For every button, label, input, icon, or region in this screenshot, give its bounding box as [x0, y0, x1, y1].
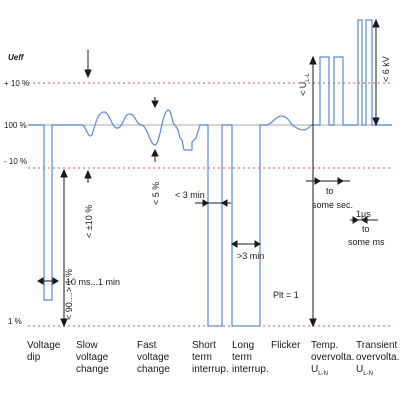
long-interruption-label: >3 min: [237, 251, 264, 261]
category-short-interruption: Short term interrup.: [192, 340, 229, 375]
category-transient-overvoltage: Transient overvolta. UL-N: [356, 340, 399, 377]
transient-duration-label-3: some ms: [348, 237, 385, 247]
temp-duration-label-1: to: [326, 186, 334, 196]
category-short-line3: interrup.: [192, 364, 229, 375]
y-axis: Ueff + 10 % 100 % - 10 % 1 %: [4, 53, 29, 326]
category-temp-u: U: [311, 364, 318, 375]
temp-amplitude-main: < U: [298, 82, 308, 96]
dip-range-arrow-up: [60, 168, 68, 178]
fast-change-wave: [141, 109, 208, 151]
long-interruption-trace: [231, 124, 266, 327]
short-duration-arrow-left: [221, 199, 228, 207]
y-level-100: 100 %: [4, 121, 27, 130]
short-duration-arrow-right: [202, 199, 209, 207]
category-long-line2: term: [232, 352, 252, 363]
dip-range-arrow-down: [60, 318, 68, 328]
slow-range-arrow-down: [84, 69, 92, 79]
category-voltage-dip-line1: Voltage: [27, 340, 61, 351]
temp-amplitude-label: < UL-L: [298, 72, 311, 96]
category-temp-sub: L-N: [318, 371, 328, 377]
category-transient-line3: UL-N: [356, 364, 373, 377]
transient-amplitude-label: < 6 kV: [381, 56, 391, 82]
y-level-minus10: - 10 %: [4, 157, 27, 166]
category-fast-line3: change: [137, 364, 170, 375]
transient-duration-label-1: 1µs: [356, 209, 371, 219]
short-interruption-label: < 3 min: [175, 190, 205, 200]
category-slow-line1: Slow: [76, 340, 98, 351]
category-temp-line2: overvolta.: [311, 352, 354, 363]
flicker-label: Plt = 1: [273, 290, 299, 300]
category-flicker-line1: Flicker: [271, 340, 301, 351]
temp-duration-arrow-left: [337, 177, 344, 185]
temp-duration-arrow-right: [314, 177, 321, 185]
category-transient-sub: L-N: [363, 371, 373, 377]
category-long-line3: interrup.: [232, 364, 269, 375]
category-temp-line1: Temp.: [311, 340, 338, 351]
slow-change-label: < ±10 %: [84, 205, 94, 238]
dip-duration-arrow-left: [37, 277, 44, 285]
temp-amplitude-arrow-down: [309, 318, 317, 328]
dip-range-label: < 90....> 1 %: [64, 269, 74, 320]
category-temp-overvoltage: Temp. overvolta. UL-N: [311, 340, 354, 377]
category-slow-line3: change: [76, 364, 109, 375]
y-level-1: 1 %: [8, 317, 22, 326]
long-duration-arrow-left: [231, 240, 238, 248]
transient-duration-arrow-right: [352, 216, 359, 224]
signal-trace: [28, 19, 392, 327]
flicker-wave: [265, 115, 313, 131]
category-voltage-dip: Voltage dip: [27, 340, 61, 363]
category-labels: Voltage dip Slow voltage change Fast vol…: [27, 340, 399, 377]
dip-duration-arrow-right: [52, 277, 59, 285]
voltage-dip-trace: [28, 124, 72, 301]
category-transient-line2: overvolta.: [356, 352, 399, 363]
category-long-line1: Long: [232, 340, 254, 351]
category-voltage-dip-line2: dip: [27, 352, 41, 363]
transient-duration-arrow-left: [361, 216, 368, 224]
transient-duration-label-2: to: [362, 224, 370, 234]
transient-amplitude-arrow-up: [372, 18, 380, 28]
fast-change-label: < 5 %: [151, 182, 161, 205]
transient-overvoltage-trace: [357, 19, 392, 126]
temp-duration-label-2: some sec.: [312, 200, 353, 210]
y-axis-title: Ueff: [8, 53, 25, 62]
slow-range-arrow-up: [84, 169, 92, 179]
slow-change-wave: [72, 111, 143, 137]
category-transient-line1: Transient: [356, 340, 398, 351]
fast-range-arrow-down: [151, 100, 159, 109]
category-slow-voltage-change: Slow voltage change: [76, 340, 109, 375]
category-short-line2: term: [192, 352, 212, 363]
annotation-labels: < 90....> 1 % 10 ms...1 min < ±10 % < 5 …: [64, 56, 391, 320]
category-fast-line1: Fast: [137, 340, 157, 351]
category-short-line1: Short: [192, 340, 216, 351]
temp-overvoltage-trace: [312, 56, 358, 126]
transient-amplitude-arrow-down: [372, 117, 380, 127]
category-flicker: Flicker: [271, 340, 301, 351]
category-fast-line2: voltage: [137, 352, 170, 363]
y-level-plus10: + 10 %: [4, 79, 29, 88]
long-duration-arrow-right: [254, 240, 261, 248]
dip-duration-label: 10 ms...1 min: [66, 277, 120, 287]
fast-range-arrow-up: [151, 148, 159, 157]
category-long-interruption: Long term interrup.: [232, 340, 269, 375]
temp-amplitude-sub: L-L: [305, 72, 311, 81]
short-interruption-trace: [207, 124, 232, 327]
category-temp-line3: UL-N: [311, 364, 328, 377]
temp-amplitude-arrow-up: [309, 55, 317, 65]
category-fast-voltage-change: Fast voltage change: [137, 340, 170, 375]
annotation-markers: [37, 18, 380, 328]
category-transient-u: U: [356, 364, 363, 375]
category-slow-line2: voltage: [76, 352, 109, 363]
